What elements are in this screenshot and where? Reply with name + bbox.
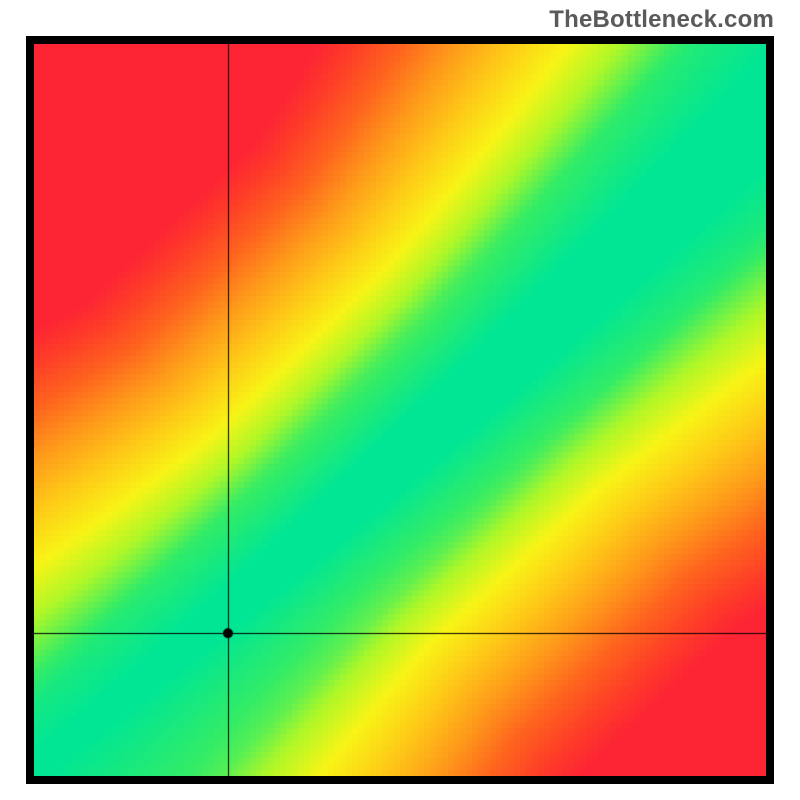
plot-frame (26, 36, 774, 784)
bottleneck-heatmap (34, 44, 766, 776)
watermark-text: TheBottleneck.com (549, 6, 774, 34)
